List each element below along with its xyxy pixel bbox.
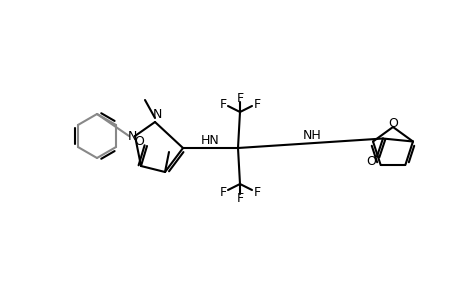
Text: F: F (253, 185, 260, 199)
Text: F: F (253, 98, 260, 110)
Text: O: O (387, 116, 397, 130)
Text: O: O (134, 134, 144, 148)
Text: HN: HN (201, 134, 219, 146)
Text: NH: NH (302, 129, 321, 142)
Text: F: F (236, 92, 243, 104)
Text: N: N (127, 130, 136, 142)
Text: F: F (236, 191, 243, 205)
Text: N: N (152, 107, 161, 121)
Text: F: F (219, 185, 226, 199)
Text: O: O (365, 155, 375, 168)
Text: F: F (219, 98, 226, 110)
